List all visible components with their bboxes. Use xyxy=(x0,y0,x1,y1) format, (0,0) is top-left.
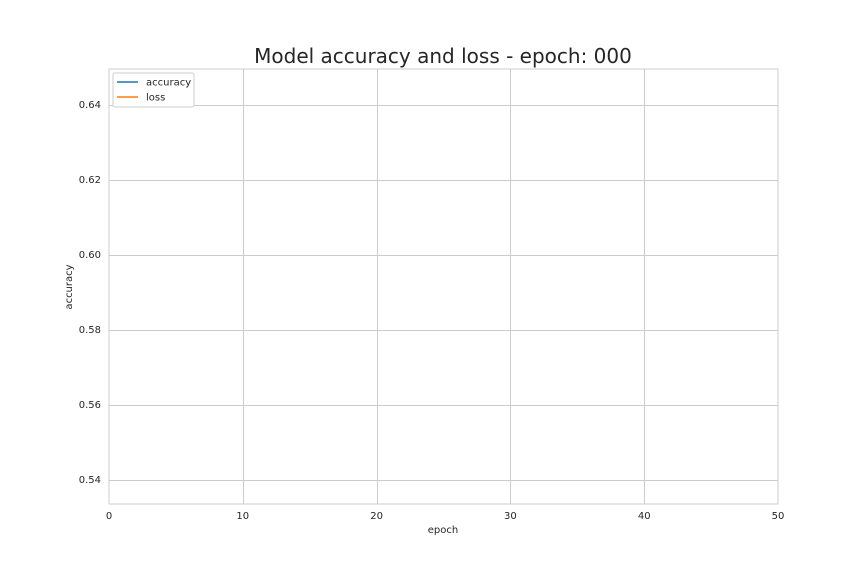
chart-title: Model accuracy and loss - epoch: 000 xyxy=(254,44,632,68)
grid xyxy=(109,69,778,504)
plot-frame xyxy=(108,68,779,505)
y-axis-label: accuracy xyxy=(64,264,75,309)
x-tick-label: 0 xyxy=(106,511,112,522)
x-tick-label: 50 xyxy=(772,511,785,522)
x-tick-labels: 0 10 20 30 40 50 xyxy=(106,511,785,522)
plot-area xyxy=(109,69,778,504)
x-tick-label: 40 xyxy=(638,511,651,522)
y-tick-label: 0.62 xyxy=(79,175,101,186)
y-tick-label: 0.60 xyxy=(79,250,101,261)
y-tick-label: 0.64 xyxy=(79,100,101,111)
x-tick-label: 10 xyxy=(236,511,249,522)
x-axis-label: epoch xyxy=(428,525,458,536)
y-tick-label: 0.58 xyxy=(79,325,101,336)
legend-label-accuracy: accuracy xyxy=(146,78,191,89)
x-tick-label: 20 xyxy=(370,511,383,522)
x-tick-label: 30 xyxy=(504,511,517,522)
legend: accuracy loss xyxy=(112,72,195,108)
y-tick-labels: 0.54 0.56 0.58 0.60 0.62 0.64 xyxy=(79,100,101,486)
y-tick-label: 0.54 xyxy=(79,475,101,486)
legend-label-loss: loss xyxy=(146,93,165,104)
y-tick-label: 0.56 xyxy=(79,400,101,411)
